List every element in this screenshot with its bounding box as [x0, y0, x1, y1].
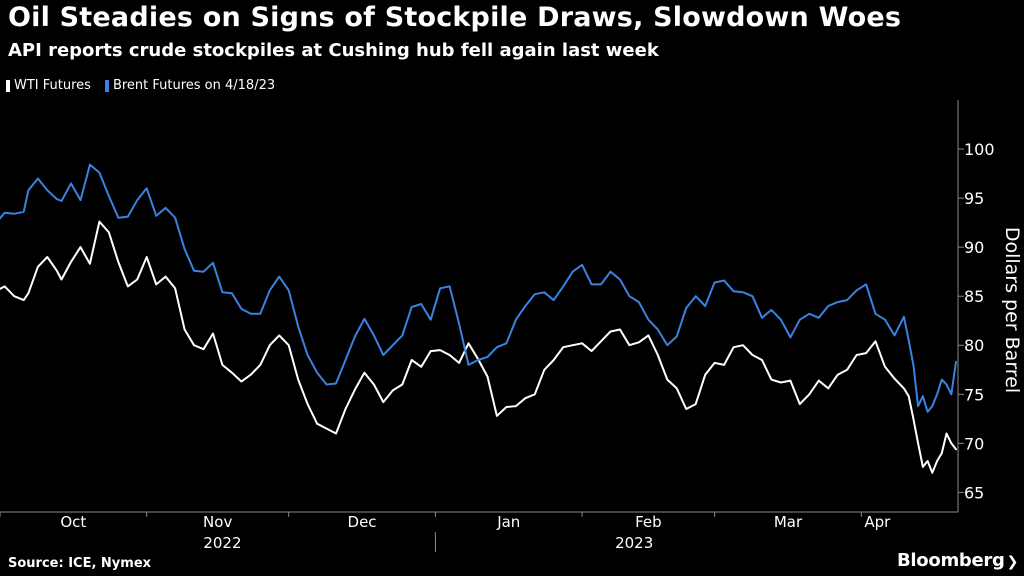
y-tick-label: 100 — [964, 140, 995, 159]
x-tick-label: Feb — [635, 513, 662, 531]
year-label: 2022 — [203, 534, 241, 552]
y-tick-label: 75 — [964, 385, 984, 404]
brand-name: Bloomberg — [897, 550, 1005, 571]
legend-swatch-wti — [6, 79, 10, 92]
y-tick-label: 95 — [964, 189, 984, 208]
x-tick-label: Nov — [203, 513, 232, 531]
series-line-brent — [0, 163, 957, 413]
y-tick-label: 85 — [964, 287, 984, 306]
legend-item-wti: WTI Futures — [6, 78, 91, 93]
bloomberg-logo: Bloomberg ❯ — [897, 550, 1018, 571]
chevron-right-icon: ❯ — [1006, 554, 1019, 570]
year-label: 2023 — [615, 534, 653, 552]
chart-title: Oil Steadies on Signs of Stockpile Draws… — [8, 2, 902, 33]
legend-item-brent: Brent Futures on 4/18/23 — [104, 78, 276, 93]
series-line-wti — [0, 220, 957, 474]
y-tick-label: 65 — [964, 483, 984, 502]
source-note: Source: ICE, Nymex — [8, 556, 152, 571]
legend-swatch-brent — [104, 79, 109, 92]
x-tick-label: Dec — [348, 513, 377, 531]
chart-subtitle: API reports crude stockpiles at Cushing … — [8, 40, 659, 61]
x-tick-label: Mar — [774, 513, 803, 531]
y-tick-label: 80 — [964, 336, 984, 355]
x-tick-label: Oct — [60, 513, 86, 531]
legend-label-brent: Brent Futures on 4/18/23 — [112, 78, 276, 93]
y-tick-label: 90 — [964, 238, 984, 257]
y-axis-label: Dollars per Barrel — [1001, 226, 1023, 394]
x-tick-label: Jan — [496, 513, 520, 531]
legend-label-wti: WTI Futures — [14, 78, 91, 93]
legend: WTI Futures Brent Futures on 4/18/23 — [6, 78, 275, 93]
x-tick-label: Apr — [864, 513, 891, 531]
y-tick-label: 70 — [964, 434, 984, 453]
